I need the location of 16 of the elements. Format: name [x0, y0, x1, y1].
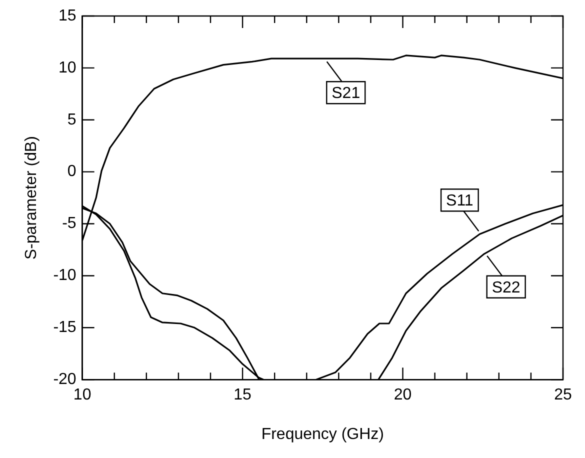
annotation: S21 — [332, 85, 360, 102]
y-tick-label: -10 — [53, 267, 76, 284]
annotation: S11 — [446, 192, 474, 210]
y-tick-label: -20 — [53, 371, 76, 388]
y-tick-label: 15 — [58, 7, 76, 24]
x-tick-label: 25 — [554, 386, 572, 404]
y-tick-label: 5 — [67, 111, 76, 128]
x-axis-title: Frequency (GHz) — [261, 426, 384, 443]
y-axis-title: S-parameter (dB) — [23, 136, 40, 260]
x-tick-label: 20 — [394, 386, 412, 404]
y-tick-label: 10 — [58, 59, 76, 76]
x-tick-label: 15 — [234, 386, 252, 404]
annotation: S22 — [492, 279, 520, 296]
y-tick-label: 0 — [67, 163, 76, 180]
y-tick-label: -15 — [53, 319, 76, 336]
y-tick-label: -5 — [62, 215, 76, 232]
